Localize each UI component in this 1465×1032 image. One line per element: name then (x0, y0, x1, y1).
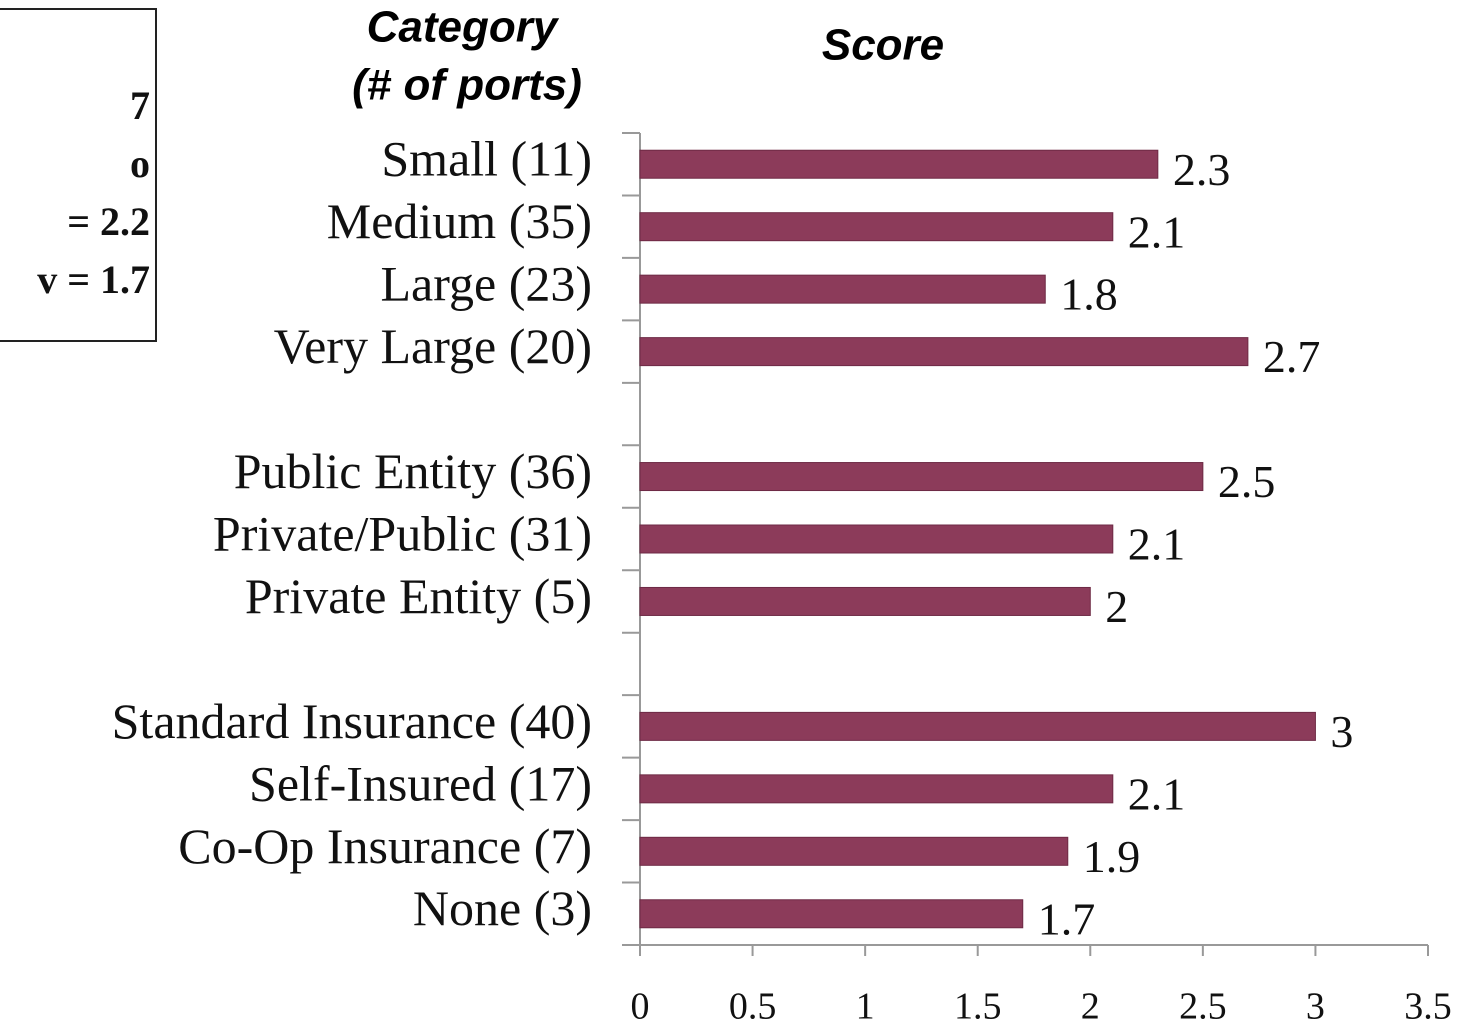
x-tick-label: 0.5 (729, 986, 777, 1028)
annotation-box (0, 8, 157, 342)
annotation-text: = 2.2 (67, 199, 150, 244)
value-label: 1.9 (1083, 831, 1141, 882)
y-tick-label: Self-Insured (17) (249, 755, 592, 811)
bar (639, 149, 1159, 179)
bar (639, 586, 1091, 616)
x-tick-label: 2 (1081, 986, 1100, 1028)
bar (639, 274, 1046, 304)
y-tick-label: Co-Op Insurance (7) (178, 818, 592, 874)
x-tick-label: 1 (856, 986, 875, 1028)
bar (639, 524, 1114, 554)
value-label: 1.7 (1038, 893, 1096, 944)
category-axis-title: Category (367, 3, 560, 52)
bar (639, 774, 1114, 804)
y-tick-label: None (3) (413, 880, 592, 936)
annotation-text: v = 1.7 (37, 257, 150, 302)
y-tick-label: Small (11) (381, 131, 592, 187)
y-tick-label: Private/Public (31) (213, 505, 592, 561)
value-label: 2.7 (1263, 331, 1321, 382)
value-label: 2.5 (1218, 456, 1276, 507)
bar (639, 899, 1024, 929)
y-tick-label: Public Entity (36) (234, 443, 592, 499)
bar (639, 836, 1069, 866)
x-tick-label: 2.5 (1179, 986, 1227, 1028)
bar (639, 711, 1316, 741)
y-tick-label: Medium (35) (327, 193, 592, 249)
y-tick-label: Standard Insurance (40) (112, 693, 592, 749)
x-tick-label: 3 (1306, 986, 1325, 1028)
value-label: 2.1 (1128, 768, 1186, 819)
value-label: 3 (1330, 706, 1353, 757)
bar (639, 462, 1204, 492)
y-tick-label: Private Entity (5) (245, 568, 592, 624)
value-axis-title: Score (822, 21, 944, 70)
x-tick-label: 0 (631, 986, 650, 1028)
value-label: 2.1 (1128, 519, 1186, 570)
x-tick-label: 3.5 (1404, 986, 1452, 1028)
y-tick-label: Very Large (20) (274, 318, 592, 374)
value-label: 2.3 (1173, 144, 1231, 195)
annotation-text: o (130, 141, 150, 186)
value-label: 2 (1105, 581, 1128, 632)
value-label: 2.1 (1128, 206, 1186, 257)
y-tick-label: Large (23) (381, 256, 592, 312)
category-axis-title: (# of ports) (352, 61, 582, 110)
bar (639, 212, 1114, 242)
x-tick-label: 1.5 (954, 986, 1002, 1028)
bar (639, 337, 1249, 367)
value-label: 1.8 (1060, 269, 1118, 320)
annotation-text: 7 (130, 83, 150, 128)
